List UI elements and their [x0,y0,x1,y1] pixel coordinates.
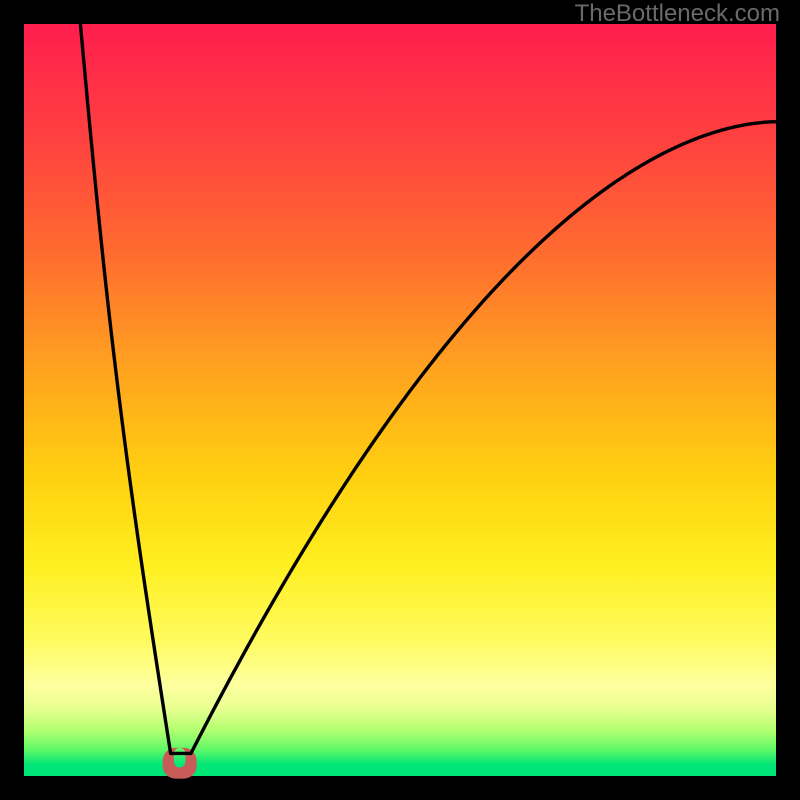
chart-svg [0,0,800,800]
chart-root: TheBottleneck.com [0,0,800,800]
watermark-text: TheBottleneck.com [575,0,780,28]
plot-area [24,24,776,776]
